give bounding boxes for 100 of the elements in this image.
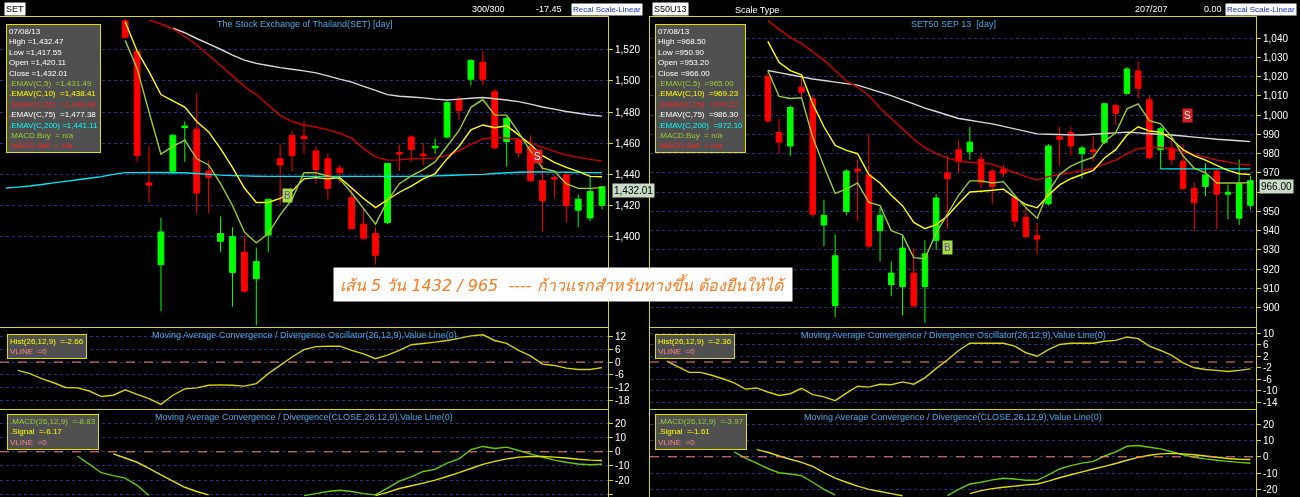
annotation: Hist(26,12,9) =-2.66 — [10, 337, 84, 346]
annotation: .EMAV(C,5) =1,431.49 — [9, 79, 92, 88]
candlestick — [1168, 139, 1176, 166]
chart-title: Moving Average Convergence / Divergence Oscillator(26,12,9),Value Line(0) — [152, 330, 457, 340]
annotation: .MACD(26,12,9) =-8.83 — [10, 417, 96, 426]
candlestick — [1224, 184, 1232, 220]
annotation: VLINE =0 — [10, 347, 48, 357]
y-tick-label: 1,420 — [615, 199, 641, 211]
annotation: .EMAV(C,25) =974.12 — [658, 99, 739, 109]
candlestick — [121, 18, 129, 40]
candlestick — [899, 234, 906, 316]
candlestick — [865, 133, 873, 249]
y-tick-label: -6 — [1263, 373, 1273, 385]
candlestick — [372, 226, 379, 266]
candlestick — [1090, 135, 1097, 162]
candlestick — [1011, 197, 1018, 228]
y-tick-label: -18 — [615, 394, 630, 406]
annotation: S — [1184, 110, 1191, 121]
candlestick — [240, 234, 248, 294]
y-tick-label: -10 — [615, 460, 630, 472]
line-series — [5, 171, 603, 189]
y-tick-label: 20 — [615, 418, 627, 430]
annotation: Hist(26,12,9) =-2.36 — [658, 337, 732, 346]
y-tick-label: 1,400 — [615, 231, 641, 243]
candlestick — [264, 198, 272, 253]
annotation: .EMAV(C,200) =972.10 — [658, 120, 744, 130]
candlestick — [1022, 207, 1030, 239]
text: -17.45 — [536, 4, 562, 14]
y-tick-label: 970 — [1263, 167, 1281, 179]
annotation: Low =950.90 — [658, 47, 705, 57]
candlestick — [1123, 66, 1131, 96]
chart-title: Moving Average Convergence / Divergence(CLOSE,26,12,9),Value Line(0) — [804, 412, 1102, 422]
candlestick — [348, 187, 356, 230]
y-tick-label: 990 — [1263, 128, 1281, 140]
line-series — [124, 39, 603, 244]
candlestick — [1078, 145, 1086, 180]
y-tick-label: 1,480 — [615, 106, 641, 118]
candlestick — [288, 130, 296, 172]
y-tick-label: 0 — [615, 446, 621, 458]
candlestick — [1067, 126, 1075, 157]
candlestick — [181, 120, 189, 163]
annotation: VLINE =0 — [658, 347, 696, 357]
y-tick-label: 2 — [1263, 350, 1269, 362]
annotation: High =1,432.47 — [9, 37, 65, 47]
candlestick — [775, 118, 783, 155]
candlestick — [193, 92, 201, 214]
candlestick — [854, 158, 861, 222]
annotation: .EMAV(C,10) =1,438.41 — [9, 89, 97, 99]
candlestick — [1202, 162, 1209, 197]
candlestick — [384, 162, 391, 225]
candlestick — [944, 155, 951, 230]
candlestick — [932, 193, 940, 251]
y-tick-label: 12 — [615, 331, 627, 343]
line-series — [767, 69, 1252, 143]
candlestick — [921, 239, 929, 324]
candlestick — [787, 105, 794, 157]
line-series — [148, 19, 603, 162]
chart-title: Moving Average Convergence / Divergence(CLOSE,26,12,9),Value Line(0) — [155, 412, 453, 422]
annotation: .EMAV(C,75) =986.30 — [658, 110, 739, 120]
candlestick — [1112, 103, 1119, 126]
y-tick-label: -10 — [1263, 385, 1278, 397]
candlestick — [312, 145, 320, 185]
candlestick — [157, 217, 165, 312]
annotation: 1,432.01 — [614, 185, 654, 196]
y-tick-label: 1,500 — [615, 75, 641, 87]
annotation: VLINE =0 — [10, 437, 48, 447]
y-tick-label: 0 — [615, 356, 621, 368]
y-tick-label: 910 — [1263, 282, 1281, 294]
y-tick-label: 1,040 — [1263, 32, 1289, 44]
annotation: .EMAV(C,5) =965.00 — [658, 79, 735, 88]
text: 300/300 — [472, 4, 505, 14]
annotation: .MACD.Sell = n/a — [658, 141, 723, 151]
y-tick-label: 20 — [1263, 418, 1275, 430]
annotation: .MACD(26,12,9) =-3.97 — [658, 417, 744, 426]
candlestick — [1033, 222, 1041, 255]
candlestick — [1101, 103, 1108, 145]
y-tick-label: 930 — [1263, 244, 1281, 256]
annotation: 07/08/13 — [9, 27, 41, 36]
chart-title: Moving Average Convergence / Divergence Oscillator(26,12,9),Value Line(0) — [801, 330, 1106, 340]
candlestick — [1247, 175, 1254, 211]
y-tick-label: 6 — [615, 343, 621, 355]
text: SET — [6, 4, 25, 14]
y-tick-label: 920 — [1263, 263, 1281, 275]
y-tick-label: 1,010 — [1263, 90, 1289, 102]
candlestick — [1000, 164, 1007, 178]
candlestick — [419, 142, 427, 166]
candlestick — [820, 199, 828, 247]
y-tick-label: -20 — [615, 474, 630, 486]
candlestick — [276, 144, 284, 206]
candlestick — [1191, 182, 1198, 232]
candlestick — [205, 159, 213, 214]
text: 0.00 — [1204, 4, 1222, 14]
candlestick — [809, 95, 816, 218]
y-tick-label: 1,020 — [1263, 71, 1289, 83]
annotation: Close =1,432.01 — [9, 68, 69, 78]
candlestick — [989, 168, 996, 205]
candlestick — [1213, 168, 1220, 230]
candlestick — [479, 50, 487, 87]
text: 207/207 — [1135, 4, 1168, 14]
candlestick — [467, 58, 475, 87]
